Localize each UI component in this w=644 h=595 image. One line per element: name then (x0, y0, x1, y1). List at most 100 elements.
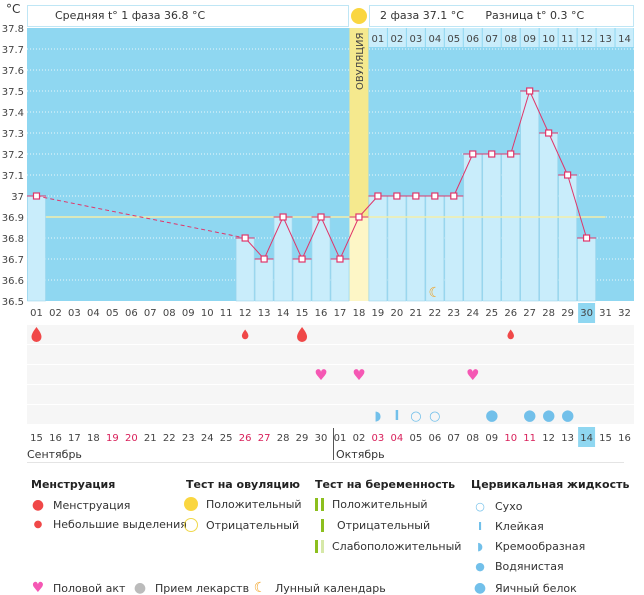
phase2-day-cell (387, 28, 406, 47)
phase1-average-text: Средняя t° 1 фаза 36.8 °C (55, 9, 206, 22)
temperature-point (545, 129, 553, 137)
cycle-day-label: 23 (447, 308, 460, 319)
phase2-day-cell (463, 28, 482, 47)
cervical-fluid-egg-white-icon: ● (485, 406, 498, 424)
cycle-day-label: 26 (504, 308, 517, 319)
legend-label: Положительный (332, 498, 428, 511)
cycle-day-label: 04 (87, 308, 100, 319)
legend-fluid-sticky: I Клейкая (473, 520, 544, 533)
calendar-date: 11 (523, 433, 536, 444)
calendar-date: 05 (409, 433, 422, 444)
temperature-line-segment (282, 216, 303, 260)
y-tick-label: 36.9 (2, 213, 24, 224)
calendar-date: 15 (599, 433, 612, 444)
temperature-bar (558, 174, 577, 302)
temperature-point (317, 213, 325, 221)
legend-fluid-egg-white: ● Яичный белок (473, 580, 577, 595)
temperature-bar (482, 153, 502, 302)
calendar-date: 16 (618, 433, 631, 444)
marker-row (27, 345, 634, 364)
calendar-date: 12 (542, 433, 555, 444)
legend-label: Прием лекарств (155, 581, 250, 595)
temperature-bar (254, 258, 274, 302)
legend-label: Слабоположительный (332, 540, 462, 553)
calendar-date: 18 (87, 433, 100, 444)
spotting-drop-icon (241, 329, 249, 340)
cycle-day-label: 27 (523, 308, 536, 319)
temperature-bar (330, 258, 350, 302)
phase2-day-cell (558, 28, 577, 47)
calendar-date: 14 (580, 433, 593, 444)
legend-pregnancy-test-title: Тест на беременность (315, 478, 456, 491)
legend-menstruation-title: Менструация (31, 478, 116, 491)
phase2-average-text: 2 фаза 37.1 °C (380, 9, 464, 22)
legend-fluid-dry: ○ Сухо (473, 500, 522, 513)
phase2-day-label: 05 (447, 34, 460, 45)
cycle-day-label: 03 (68, 308, 81, 319)
divider (27, 462, 624, 463)
temperature-line-segment (339, 216, 360, 260)
phase2-day-cell (501, 28, 520, 47)
cycle-day-label: 13 (258, 308, 271, 319)
marker-row (27, 325, 634, 344)
calendar-date: 29 (296, 433, 309, 444)
temperature-line-segment (301, 216, 322, 260)
phase2-day-cell (615, 28, 634, 47)
heart-icon: ♥ (352, 366, 365, 384)
legend-intercourse: ♥ Половой акт (31, 580, 126, 595)
phase2-day-cell (368, 28, 387, 47)
cervical-fluid-dry-icon: ○ (410, 409, 421, 424)
phase2-day-label: 09 (523, 34, 536, 45)
temperature-bar (520, 90, 539, 302)
temperature-line-segment (263, 216, 284, 260)
legend-label: Менструация (53, 498, 131, 512)
legend-spotting: ● Небольшие выделения (31, 518, 187, 531)
calendar-date: 04 (391, 433, 404, 444)
calendar-date: 09 (485, 433, 498, 444)
cycle-day-label: 19 (372, 308, 385, 319)
menstruation-drop-icon (31, 327, 42, 342)
temperature-bar (273, 216, 293, 302)
moon-icon: ☾ (253, 580, 267, 595)
phase2-day-cell (577, 28, 596, 47)
phase2-day-cell (406, 28, 425, 47)
cycle-day-label: 15 (296, 308, 309, 319)
cervical-fluid-egg-white-icon: ● (523, 406, 536, 424)
temperature-line-segment (453, 153, 474, 197)
temperature-point (488, 150, 496, 158)
cycle-day-label: 02 (49, 308, 62, 319)
y-tick-label: 37.4 (2, 108, 24, 119)
legend-label: Положительный (206, 497, 302, 511)
cycle-day-label: 01 (30, 308, 43, 319)
cycle-day-label: 22 (428, 308, 441, 319)
y-tick-label: 37.1 (2, 171, 24, 182)
one-line-icon (321, 519, 324, 532)
cycle-day-label: 24 (466, 308, 479, 319)
month-divider (333, 428, 334, 460)
temperature-bar (387, 195, 407, 302)
calendar-date: 24 (201, 433, 214, 444)
temperature-line-segment (36, 195, 246, 239)
moon-icon: ☾ (429, 285, 442, 301)
temperature-point (355, 213, 363, 221)
cycle-day-label: 09 (182, 308, 195, 319)
phase2-day-label: 03 (409, 34, 422, 45)
phase2-day-label: 06 (466, 34, 479, 45)
phase2-day-label: 10 (542, 34, 555, 45)
legend-medication: ● Прием лекарств (133, 580, 249, 595)
legend-menstruation: ● Менструация (31, 497, 131, 513)
creamy-icon: ◗ (477, 540, 483, 553)
legend-label: Яичный белок (495, 581, 577, 595)
watery-drop-icon: ● (475, 560, 485, 573)
legend-label: Кремообразная (495, 540, 586, 553)
calendar-date: 26 (239, 433, 252, 444)
phase2-day-label: 14 (618, 34, 631, 45)
temperature-bar (463, 153, 483, 302)
legend-label: Половой акт (53, 581, 126, 595)
temperature-point (450, 192, 458, 200)
temperature-line-segment (510, 90, 531, 155)
temperature-point (336, 255, 344, 263)
legend-pregnancy-faint: Слабоположительный (315, 540, 461, 553)
cycle-day-label: 30 (580, 308, 593, 319)
temperature-line-segment (529, 90, 550, 134)
